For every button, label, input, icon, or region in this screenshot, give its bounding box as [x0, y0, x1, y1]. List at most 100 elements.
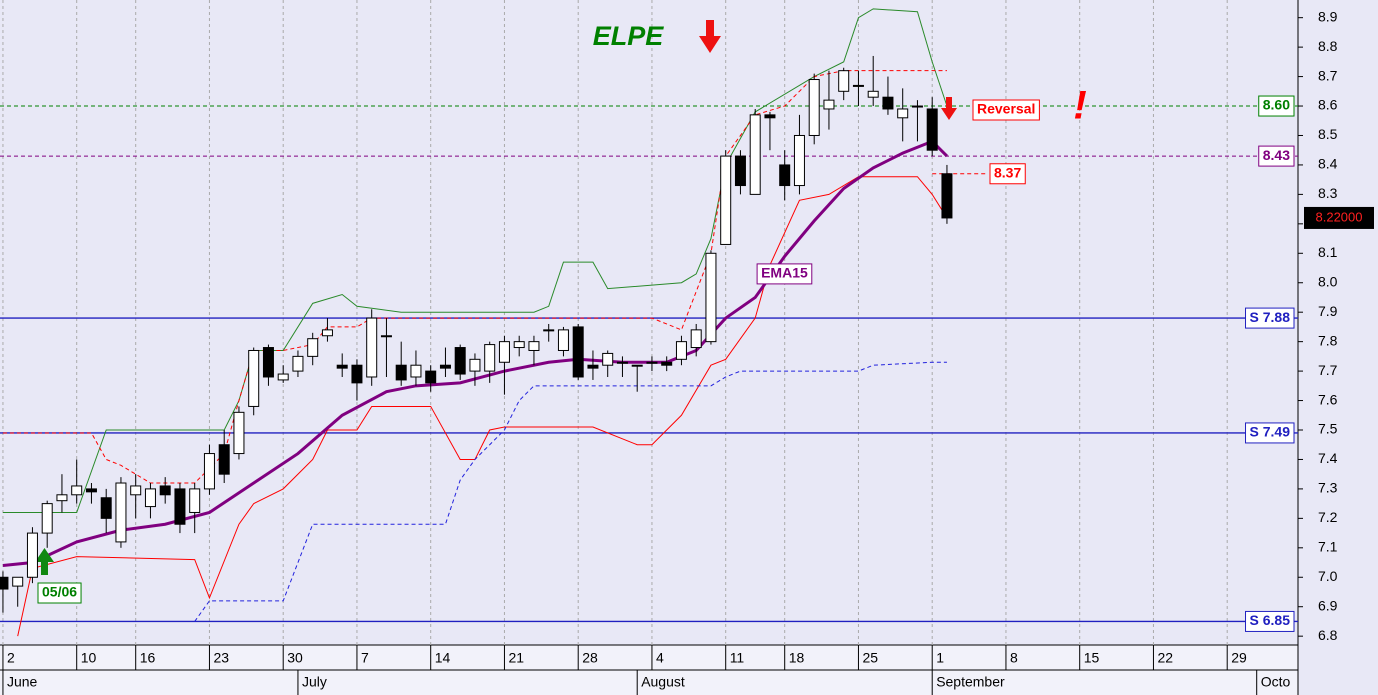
- candle-body: [734, 155, 746, 187]
- label-text: S 6.85: [1250, 612, 1291, 628]
- y-tick-label: 7.3: [1318, 480, 1338, 496]
- month-label: July: [302, 674, 327, 690]
- candle-body: [425, 370, 437, 384]
- candle-body: [262, 347, 274, 378]
- candle-body: [882, 96, 894, 110]
- candle-body: [248, 349, 260, 407]
- x-tick-label: 25: [862, 650, 878, 666]
- candle-body: [233, 411, 245, 455]
- x-tick-label: 30: [287, 650, 303, 666]
- level-label: 8.43: [1258, 145, 1295, 167]
- y-tick-label: 8.3: [1318, 185, 1338, 201]
- candle-body: [557, 329, 569, 351]
- x-tick-label: 22: [1157, 650, 1173, 666]
- candle-body: [174, 488, 186, 525]
- x-tick-label: 21: [508, 650, 524, 666]
- candle-body: [528, 341, 540, 351]
- candle-body: [926, 108, 938, 151]
- x-tick-label: 11: [730, 650, 745, 666]
- label-text: 05/06: [42, 584, 77, 600]
- candle-body: [71, 485, 83, 496]
- candle-body: [277, 373, 289, 381]
- label-text: Reversal: [977, 101, 1035, 117]
- y-tick-label: 7.7: [1318, 362, 1338, 378]
- candle-body: [543, 329, 555, 332]
- label-text: S 7.49: [1250, 424, 1291, 440]
- label-box: [1245, 610, 1295, 632]
- month-label: June: [7, 674, 38, 690]
- level-label: S 7.49: [1245, 422, 1295, 444]
- annotation: Reversal: [972, 99, 1040, 121]
- candle-body: [808, 79, 820, 136]
- x-tick-label: 16: [140, 650, 156, 666]
- y-tick-label: 8.0: [1318, 273, 1338, 289]
- candle-body: [0, 576, 9, 590]
- candle-body: [159, 485, 171, 496]
- candle-body: [661, 361, 673, 366]
- annotation: 05/06: [37, 582, 82, 604]
- candle-body: [366, 317, 378, 378]
- candle-body: [720, 155, 732, 245]
- last-price-box: [1304, 206, 1374, 229]
- candle-body: [12, 576, 24, 587]
- x-tick-label: 1: [936, 650, 944, 666]
- y-tick-label: 7.4: [1318, 450, 1338, 466]
- candle-body: [867, 90, 879, 98]
- candle-body: [823, 99, 835, 110]
- candle-body: [631, 364, 643, 367]
- x-tick-label: 10: [81, 650, 97, 666]
- candle-body: [100, 497, 112, 519]
- y-tick-label: 8.4: [1318, 156, 1338, 172]
- candle-body: [705, 252, 717, 343]
- candle-body: [616, 361, 628, 364]
- series-label: EMA15: [756, 263, 813, 285]
- candle-body: [675, 341, 687, 360]
- label-text: 8.60: [1263, 97, 1290, 113]
- candle-body: [469, 358, 481, 372]
- label-box: [1258, 145, 1295, 167]
- candle-body: [454, 347, 466, 375]
- indicator-line: [17, 176, 948, 637]
- candle-body: [321, 329, 333, 337]
- label-text: EMA15: [761, 265, 808, 281]
- candle-body: [56, 494, 68, 502]
- candle-body: [26, 532, 38, 578]
- chart-title: ELPE: [593, 21, 665, 51]
- y-tick-label: 7.8: [1318, 332, 1338, 348]
- x-tick-label: 14: [435, 650, 451, 666]
- label-text: S 7.88: [1250, 309, 1291, 325]
- candle-body: [395, 364, 407, 381]
- x-tick-label: 4: [656, 650, 664, 666]
- label-box: [756, 263, 813, 285]
- x-tick-label: 28: [582, 650, 598, 666]
- label-box: [1245, 307, 1295, 329]
- y-tick-label: 7.6: [1318, 391, 1338, 407]
- candle-body: [41, 503, 53, 534]
- label-box: [972, 99, 1040, 121]
- candle-body: [646, 361, 658, 364]
- x-tick-label: 18: [789, 650, 805, 666]
- level-label: 8.60: [1258, 95, 1295, 117]
- candle-body: [852, 84, 864, 87]
- x-tick-label: 8: [1010, 650, 1018, 666]
- candle-body: [115, 482, 127, 543]
- label-box: [1245, 422, 1295, 444]
- candle-body: [203, 453, 215, 490]
- indicator-line: [194, 361, 947, 622]
- candle-body: [85, 488, 97, 493]
- label-text: 8.43: [1263, 147, 1290, 163]
- y-tick-label: 8.8: [1318, 38, 1338, 54]
- candle-body: [572, 326, 584, 378]
- y-tick-label: 7.5: [1318, 421, 1338, 437]
- candle-body: [439, 364, 451, 369]
- candle-body: [602, 352, 614, 366]
- y-tick-label: 6.9: [1318, 597, 1338, 613]
- candle-body: [779, 164, 791, 187]
- x-tick-label: 2: [7, 650, 15, 666]
- label-box: [989, 163, 1026, 185]
- candle-body: [218, 444, 230, 475]
- candle-body: [690, 329, 702, 349]
- label-box: [1258, 95, 1295, 117]
